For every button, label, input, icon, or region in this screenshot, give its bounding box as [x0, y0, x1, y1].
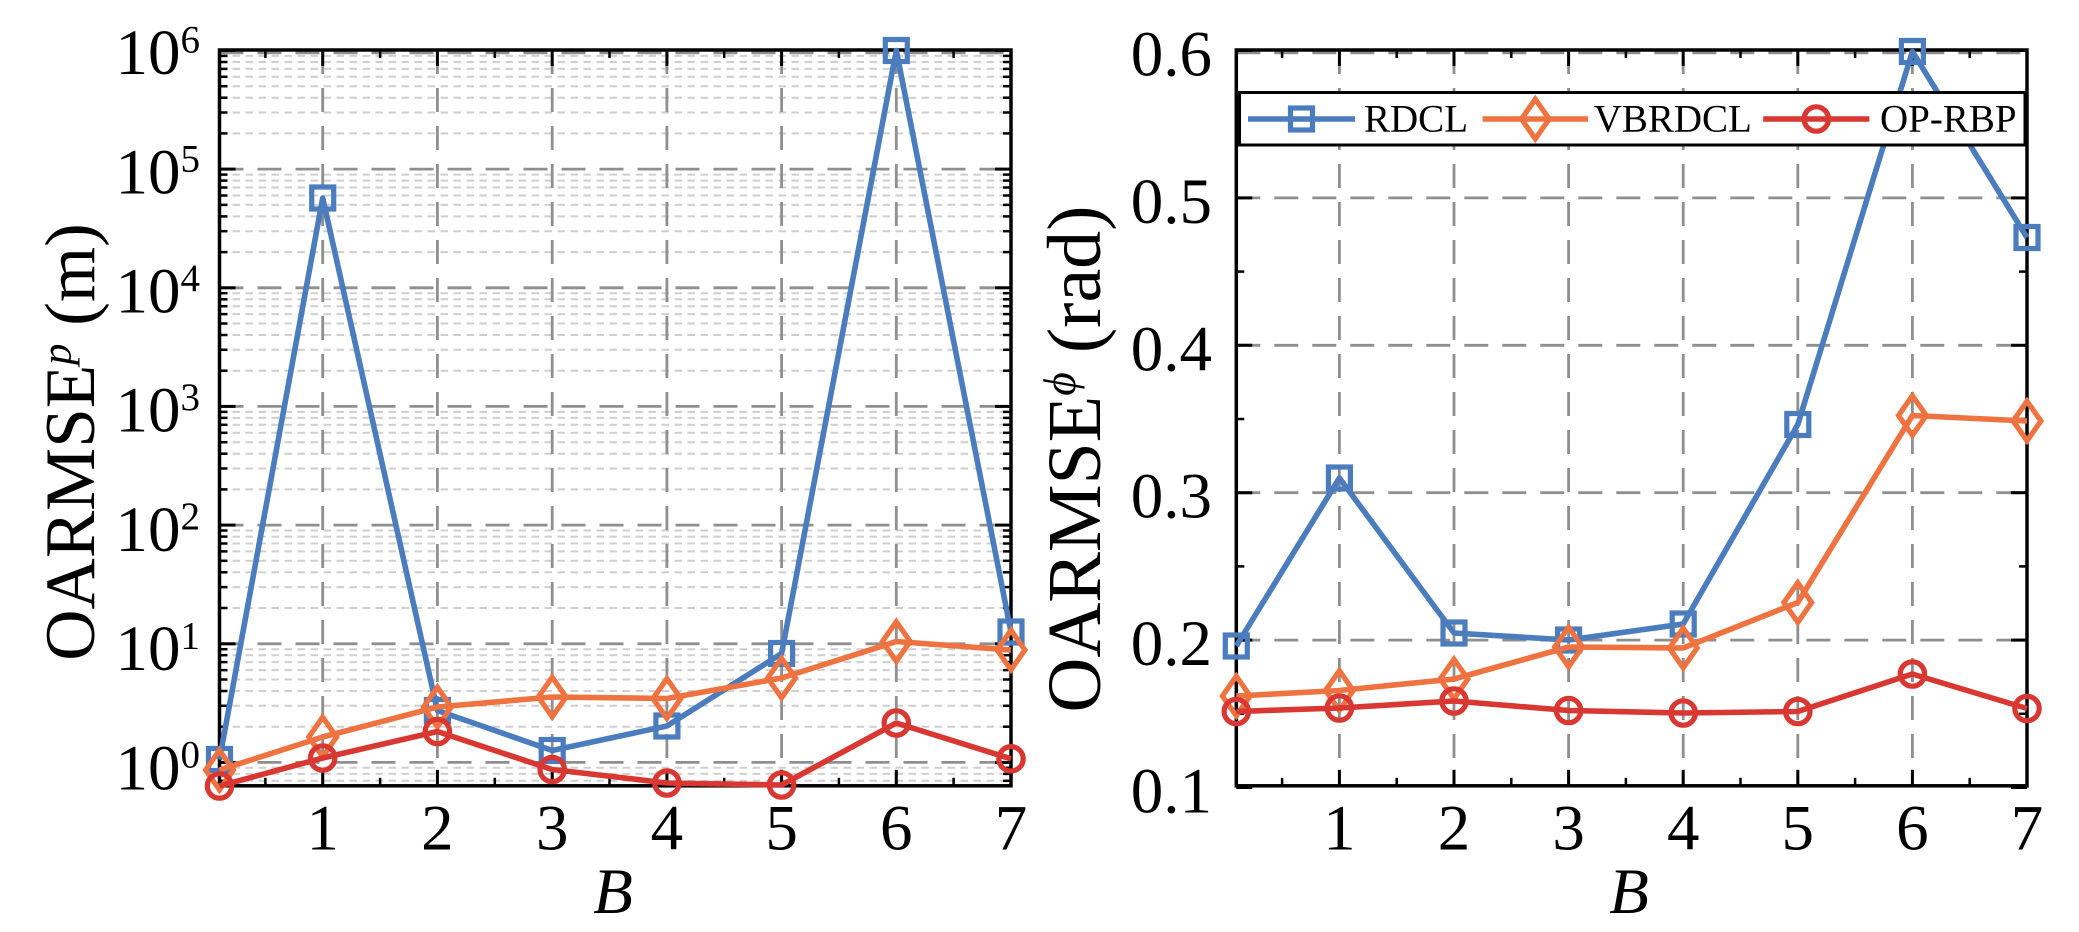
svg-text:VBRDCL: VBRDCL	[1594, 98, 1752, 141]
svg-text:5: 5	[1782, 793, 1815, 865]
svg-text:3: 3	[536, 793, 569, 865]
svg-text:4: 4	[1667, 793, 1700, 865]
svg-text:OARMSEp (m): OARMSEp (m)	[32, 223, 110, 660]
svg-text:0.4: 0.4	[1131, 313, 1212, 385]
svg-text:7: 7	[2011, 793, 2044, 865]
svg-text:B: B	[593, 856, 633, 928]
svg-text:7: 7	[995, 793, 1028, 865]
svg-text:0.2: 0.2	[1131, 608, 1212, 680]
svg-text:2: 2	[1438, 793, 1471, 865]
svg-text:B: B	[1609, 856, 1649, 928]
svg-text:RDCL: RDCL	[1364, 98, 1468, 141]
svg-text:0.3: 0.3	[1131, 461, 1212, 533]
svg-text:1: 1	[306, 793, 339, 865]
svg-text:103: 103	[116, 375, 201, 447]
svg-text:1: 1	[1323, 793, 1356, 865]
svg-text:6: 6	[880, 793, 913, 865]
svg-text:5: 5	[765, 793, 798, 865]
svg-text:OP-RBP: OP-RBP	[1880, 98, 2017, 141]
svg-text:0.5: 0.5	[1131, 166, 1212, 238]
svg-text:OARMSEϕ (rad): OARMSEϕ (rad)	[1033, 205, 1117, 712]
svg-text:4: 4	[651, 793, 684, 865]
svg-text:3: 3	[1552, 793, 1585, 865]
svg-text:6: 6	[1896, 793, 1929, 865]
svg-text:2: 2	[421, 793, 454, 865]
svg-text:0.1: 0.1	[1131, 756, 1212, 828]
svg-text:0.6: 0.6	[1131, 19, 1212, 91]
